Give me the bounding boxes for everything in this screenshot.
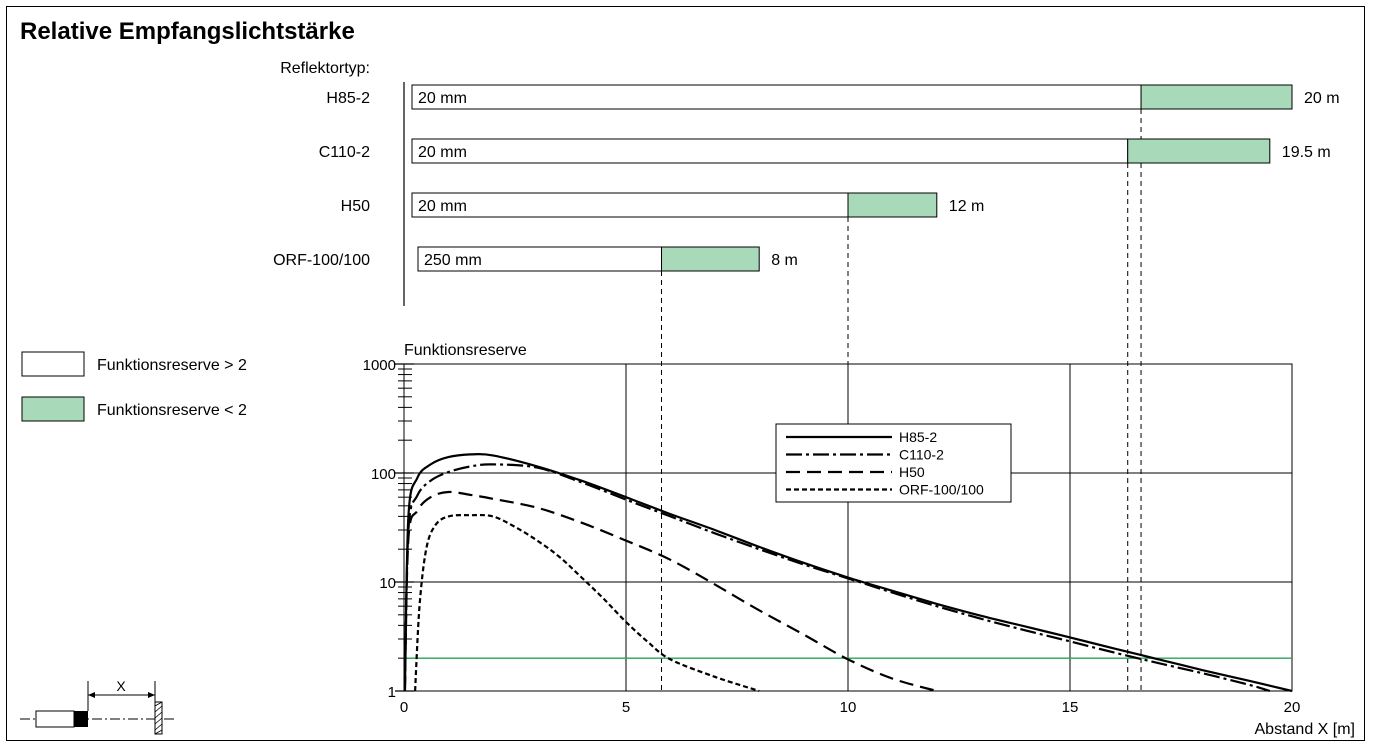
series-line-h50 <box>403 490 938 693</box>
x-tick-label: 10 <box>840 699 857 716</box>
y-axis-title: Funktionsreserve <box>404 342 527 359</box>
x-tick-label: 20 <box>1284 699 1301 716</box>
reserve-low-bar-h50 <box>847 192 938 218</box>
distance-x-label: X <box>116 678 126 694</box>
reflector-header: Reflektortyp: <box>280 60 370 77</box>
distance-arrowheads <box>88 692 155 698</box>
sensor-distance-diagram: X <box>20 678 175 735</box>
x-tick-label: 15 <box>1062 699 1079 716</box>
sensor-lens <box>74 711 88 727</box>
legend-entry-h85-2: H85-2 <box>899 429 937 445</box>
reserve-high-bar-c110-2 <box>411 138 1129 164</box>
functional-reserve-chart: 1 10 100 1000 0 5 10 15 20 Funktionsreserve Abstan… <box>363 342 1355 738</box>
reflector-hatch <box>154 701 163 735</box>
legend-entry-orf-100-100: ORF-100/100 <box>899 482 984 498</box>
reflector-name-c110-2: C110-2 <box>319 144 370 161</box>
reserve-high-bar-h85-2 <box>411 84 1142 110</box>
series-line-c110-2 <box>403 463 1271 693</box>
min-range-label-c110-2: 20 mm <box>418 144 467 161</box>
reserve-high-bar-orf-100-100 <box>417 246 663 272</box>
legend-swatch-2 <box>21 396 85 422</box>
max-range-label-c110-2: 19.5 m <box>1282 144 1331 161</box>
min-range-label-orf-100-100: 250 mm <box>424 252 482 269</box>
reserve-high-bar-h50 <box>411 192 849 218</box>
reflector-name-orf-100-100: ORF-100/100 <box>273 252 370 269</box>
min-range-label-h50: 20 mm <box>418 198 467 215</box>
legend-entry-h50: H50 <box>899 464 925 480</box>
x-axis-title: Abstand X [m] <box>1255 721 1356 738</box>
range-bars: H85-2 20 mm 20 m C110-2 20 mm 19.5 m H50 20 mm 1… <box>273 84 1340 691</box>
reserve-low-bar-orf-100-100 <box>661 246 760 272</box>
max-range-label-orf-100-100: 8 m <box>771 252 798 269</box>
x-tick-label: 5 <box>622 699 630 716</box>
page-title: Relative Empfangslichtstärke <box>20 18 355 45</box>
legend-entry-c110-2: C110-2 <box>899 447 944 463</box>
y-tick-label: 1 <box>388 684 396 701</box>
y-tick-label: 100 <box>371 466 396 483</box>
reflector-name-h85-2: H85-2 <box>326 90 370 107</box>
y-tick-label: 1000 <box>363 357 396 374</box>
figure-frame <box>6 6 1365 741</box>
legend-swatch-1 <box>21 351 85 377</box>
reserve-low-bar-h85-2 <box>1140 84 1293 110</box>
reserve-legend: Funktionsreserve > 2 Funktionsreserve < 2 <box>21 351 247 422</box>
legend-label-1: Funktionsreserve > 2 <box>97 357 247 374</box>
y-tick-label: 10 <box>379 575 396 592</box>
min-range-label-h85-2: 20 mm <box>418 90 467 107</box>
reserve-low-bar-c110-2 <box>1127 138 1271 164</box>
reflector-name-h50: H50 <box>341 198 370 215</box>
sensor-body <box>35 710 75 728</box>
max-range-label-h50: 12 m <box>949 198 985 215</box>
series-line-h85-2 <box>403 452 1293 693</box>
x-tick-label: 0 <box>400 699 408 716</box>
max-range-label-h85-2: 20 m <box>1304 90 1340 107</box>
series-line-orf-100-100 <box>414 513 760 693</box>
legend-label-2: Funktionsreserve < 2 <box>97 402 247 419</box>
